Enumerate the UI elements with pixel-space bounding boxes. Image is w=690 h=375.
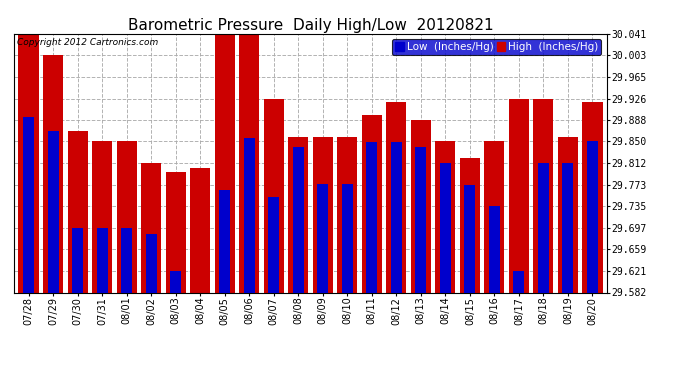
Bar bbox=[366, 142, 377, 292]
Bar bbox=[166, 172, 186, 292]
Legend: Low  (Inches/Hg), High  (Inches/Hg): Low (Inches/Hg), High (Inches/Hg) bbox=[392, 39, 602, 56]
Bar bbox=[489, 206, 500, 292]
Bar bbox=[460, 158, 480, 292]
Bar bbox=[337, 137, 357, 292]
Bar bbox=[533, 99, 553, 292]
Bar bbox=[411, 120, 431, 292]
Bar bbox=[170, 270, 181, 292]
Bar bbox=[464, 185, 475, 292]
Bar bbox=[146, 234, 157, 292]
Bar bbox=[97, 228, 108, 292]
Bar bbox=[72, 228, 83, 292]
Bar bbox=[317, 184, 328, 292]
Bar bbox=[558, 137, 578, 292]
Bar bbox=[43, 55, 63, 292]
Bar bbox=[23, 117, 34, 292]
Bar bbox=[538, 163, 549, 292]
Bar bbox=[440, 163, 451, 292]
Bar bbox=[288, 137, 308, 292]
Title: Barometric Pressure  Daily High/Low  20120821: Barometric Pressure Daily High/Low 20120… bbox=[128, 18, 493, 33]
Bar bbox=[264, 99, 284, 292]
Bar bbox=[582, 102, 602, 292]
Bar bbox=[190, 168, 210, 292]
Bar bbox=[219, 190, 230, 292]
Bar bbox=[117, 141, 137, 292]
Bar bbox=[362, 116, 382, 292]
Bar bbox=[313, 137, 333, 292]
Bar bbox=[215, 34, 235, 292]
Bar bbox=[562, 163, 573, 292]
Bar bbox=[435, 141, 455, 292]
Bar bbox=[141, 163, 161, 292]
Bar bbox=[587, 141, 598, 292]
Text: Copyright 2012 Cartronics.com: Copyright 2012 Cartronics.com bbox=[17, 38, 158, 46]
Bar bbox=[293, 147, 304, 292]
Bar bbox=[244, 138, 255, 292]
Bar bbox=[239, 34, 259, 292]
Bar bbox=[68, 131, 88, 292]
Bar bbox=[268, 196, 279, 292]
Bar bbox=[391, 142, 402, 292]
Bar bbox=[342, 184, 353, 292]
Bar bbox=[48, 131, 59, 292]
Bar bbox=[513, 270, 524, 292]
Bar bbox=[386, 102, 406, 292]
Bar bbox=[484, 141, 504, 292]
Bar bbox=[121, 228, 132, 292]
Bar bbox=[415, 147, 426, 292]
Bar bbox=[92, 141, 112, 292]
Bar bbox=[19, 34, 39, 292]
Bar bbox=[509, 99, 529, 292]
